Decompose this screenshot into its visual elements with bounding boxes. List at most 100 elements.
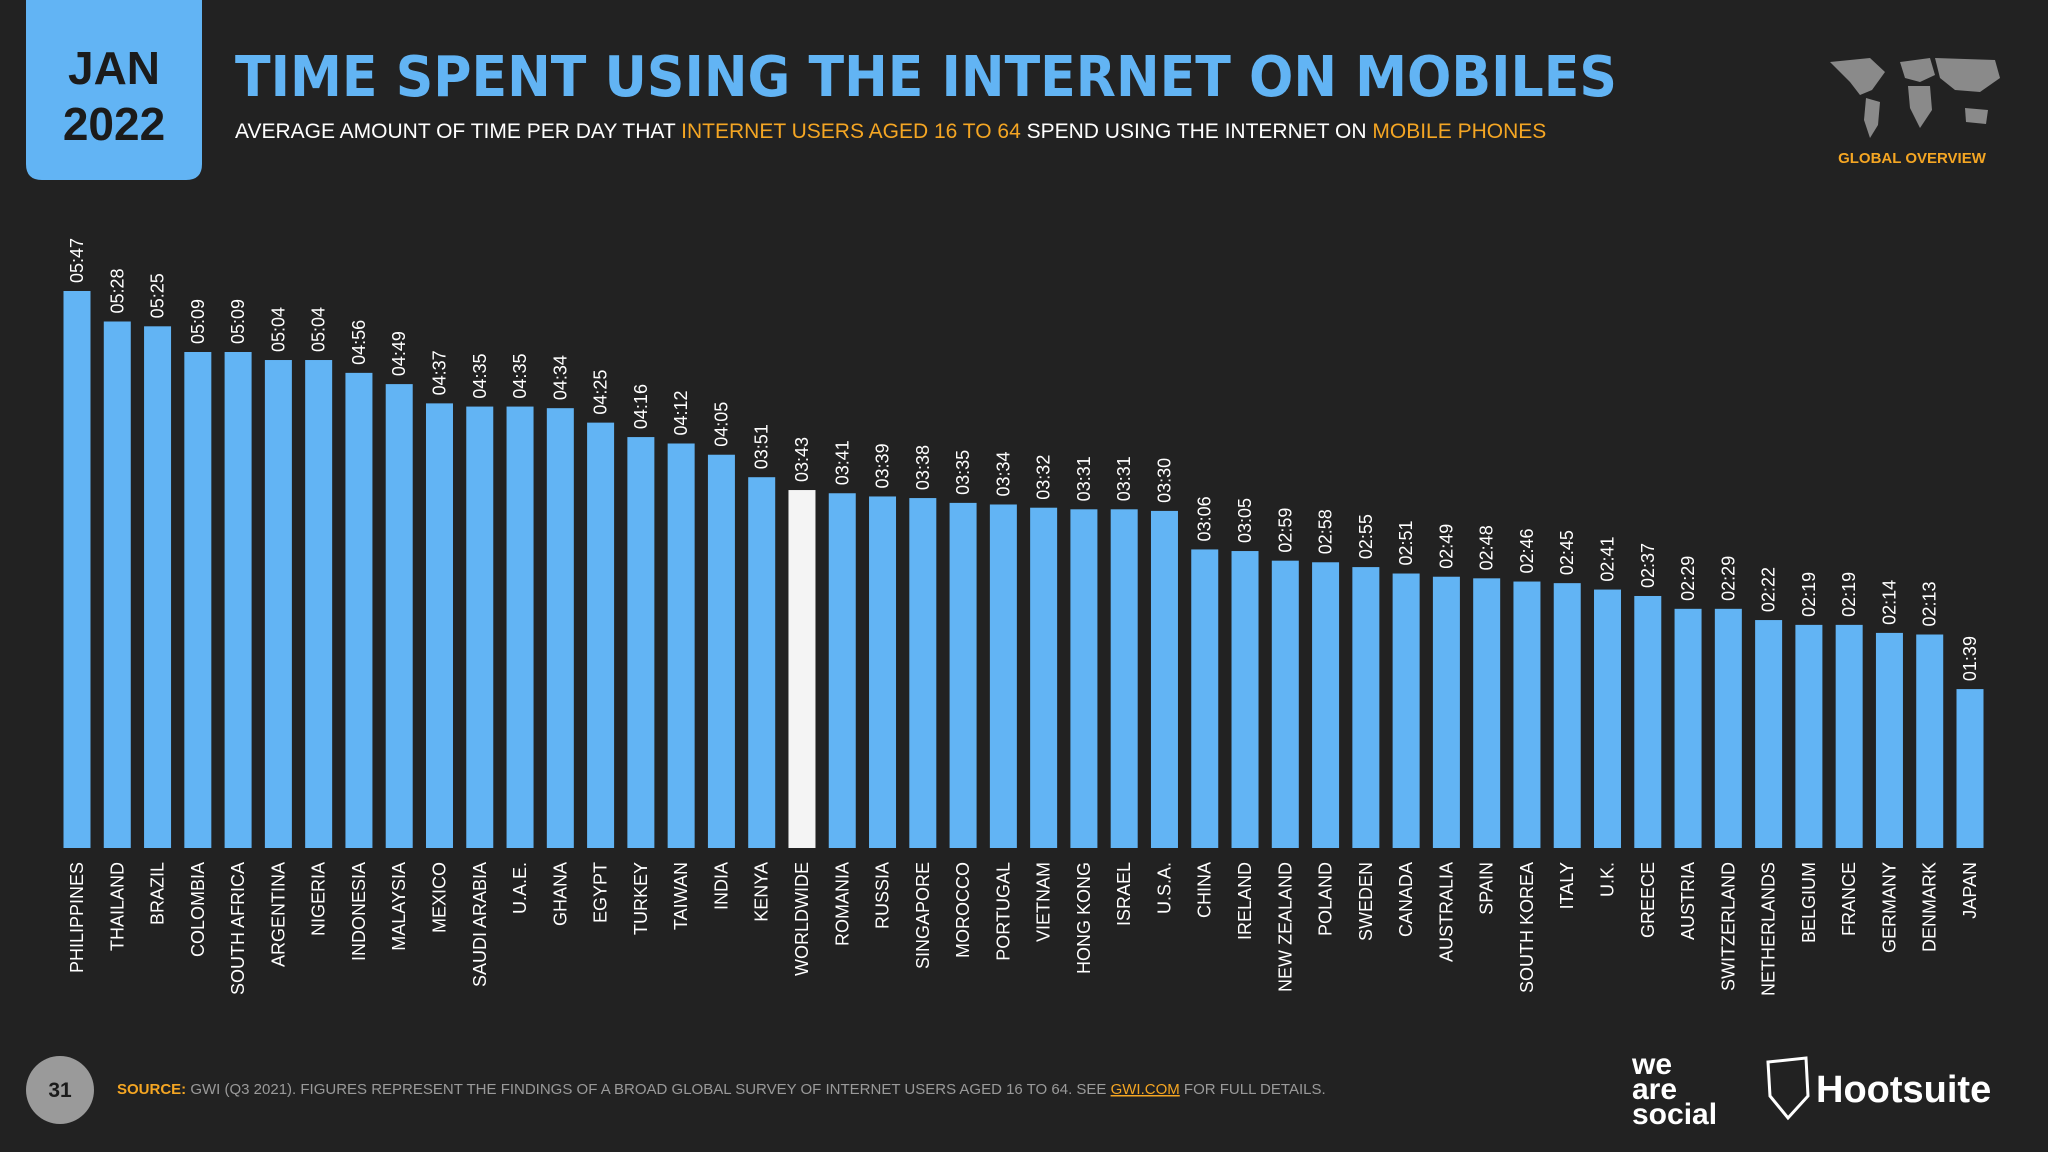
- bar: [989, 504, 1017, 848]
- bar: [707, 454, 735, 848]
- bar: [1191, 549, 1219, 848]
- bar: [788, 490, 816, 848]
- category-label: SOUTH AFRICA: [228, 862, 248, 995]
- category-label: ARGENTINA: [268, 862, 288, 967]
- section-label: GLOBAL OVERVIEW: [1838, 150, 1987, 167]
- category-label: MALAYSIA: [389, 862, 409, 951]
- date-box: [26, 0, 202, 180]
- logo-word: social: [1632, 1098, 1717, 1131]
- bar: [1513, 581, 1541, 848]
- bar: [1714, 608, 1742, 848]
- source-link: GWI.COM: [1111, 1081, 1180, 1098]
- value-label: 03:34: [993, 451, 1013, 496]
- value-label: 01:39: [1960, 636, 1980, 681]
- bar: [1473, 578, 1501, 848]
- bar: [63, 291, 91, 848]
- value-label: 03:41: [832, 440, 852, 485]
- value-label: 04:49: [389, 331, 409, 376]
- value-label: 04:35: [470, 354, 490, 399]
- category-label: COLOMBIA: [188, 862, 208, 957]
- bar: [667, 443, 695, 848]
- category-label: ISRAEL: [1114, 862, 1134, 926]
- category-label: MEXICO: [429, 862, 449, 933]
- value-label: 05:25: [148, 273, 168, 318]
- value-label: 05:09: [188, 299, 208, 344]
- value-label: 03:30: [1154, 458, 1174, 503]
- value-label: 03:43: [792, 437, 812, 482]
- bar: [1030, 507, 1058, 848]
- category-label: SAUDI ARABIA: [470, 862, 490, 987]
- bar: [1674, 608, 1702, 848]
- value-label: 02:45: [1557, 530, 1577, 575]
- value-label: 05:28: [107, 268, 127, 313]
- bar: [1110, 509, 1138, 848]
- bar: [1312, 562, 1340, 848]
- logo-word: are: [1632, 1073, 1677, 1106]
- category-label: PORTUGAL: [993, 862, 1013, 961]
- subtitle-part: SPEND USING THE INTERNET ON: [1021, 120, 1373, 143]
- value-label: 02:37: [1638, 543, 1658, 588]
- category-label: NIGERIA: [309, 862, 329, 936]
- value-label: 02:29: [1718, 556, 1738, 601]
- category-label: SINGAPORE: [913, 862, 933, 969]
- category-label: RUSSIA: [873, 862, 893, 929]
- category-label: TURKEY: [631, 862, 651, 935]
- value-label: 04:25: [591, 370, 611, 415]
- category-label: INDIA: [711, 862, 731, 910]
- value-label: 04:16: [631, 384, 651, 429]
- value-label: 03:35: [953, 450, 973, 495]
- category-label: NETHERLANDS: [1759, 862, 1779, 996]
- subtitle: AVERAGE AMOUNT OF TIME PER DAY THAT INTE…: [235, 120, 1546, 143]
- date-month: JAN: [68, 42, 160, 94]
- category-label: SWEDEN: [1356, 862, 1376, 941]
- value-label: 02:13: [1920, 581, 1940, 626]
- value-label: 02:58: [1316, 509, 1336, 554]
- bar: [385, 384, 413, 848]
- bar: [1392, 573, 1420, 848]
- value-label: 02:19: [1839, 572, 1859, 617]
- bar: [345, 372, 373, 848]
- world-map: [1830, 58, 2000, 138]
- category-label: VIETNAM: [1034, 862, 1054, 942]
- category-label: U.A.E.: [510, 862, 530, 914]
- source-text: GWI (Q3 2021). FIGURES REPRESENT THE FIN…: [186, 1081, 1110, 1098]
- bar: [1594, 589, 1622, 848]
- category-label: TAIWAN: [671, 862, 691, 930]
- value-label: 03:32: [1034, 455, 1054, 500]
- value-label: 03:31: [1114, 456, 1134, 501]
- subtitle-highlight: INTERNET USERS AGED 16 TO 64: [681, 120, 1021, 143]
- value-label: 02:41: [1598, 537, 1618, 582]
- bar: [1634, 595, 1662, 848]
- bar: [1795, 624, 1823, 848]
- bar: [103, 321, 131, 849]
- value-label: 02:22: [1759, 567, 1779, 612]
- category-label: BRAZIL: [148, 862, 168, 925]
- category-label: POLAND: [1316, 862, 1336, 936]
- category-label: THAILAND: [107, 862, 127, 951]
- category-label: SOUTH KOREA: [1517, 862, 1537, 993]
- bar: [909, 498, 937, 848]
- bar: [1916, 634, 1944, 848]
- hootsuite-icon: [1766, 1056, 1810, 1121]
- bar: [1150, 510, 1178, 848]
- bar: [184, 351, 212, 848]
- value-label: 05:04: [309, 307, 329, 352]
- category-label: PHILIPPINES: [67, 862, 87, 973]
- value-label: 03:51: [752, 424, 772, 469]
- value-label: 02:29: [1678, 556, 1698, 601]
- bar: [1352, 567, 1380, 848]
- category-label: GERMANY: [1879, 862, 1899, 953]
- category-label: U.K.: [1598, 862, 1618, 897]
- value-label: 03:06: [1195, 496, 1215, 541]
- bar: [466, 406, 494, 848]
- category-label: ROMANIA: [832, 862, 852, 946]
- bar: [144, 326, 172, 849]
- bar: [627, 437, 655, 848]
- bar: [305, 360, 333, 848]
- title: TIME SPENT USING THE INTERNET ON MOBILES: [235, 45, 1617, 110]
- value-label: 04:12: [671, 390, 691, 435]
- bar: [1553, 583, 1581, 848]
- bar: [949, 502, 977, 848]
- category-label: FRANCE: [1839, 862, 1859, 936]
